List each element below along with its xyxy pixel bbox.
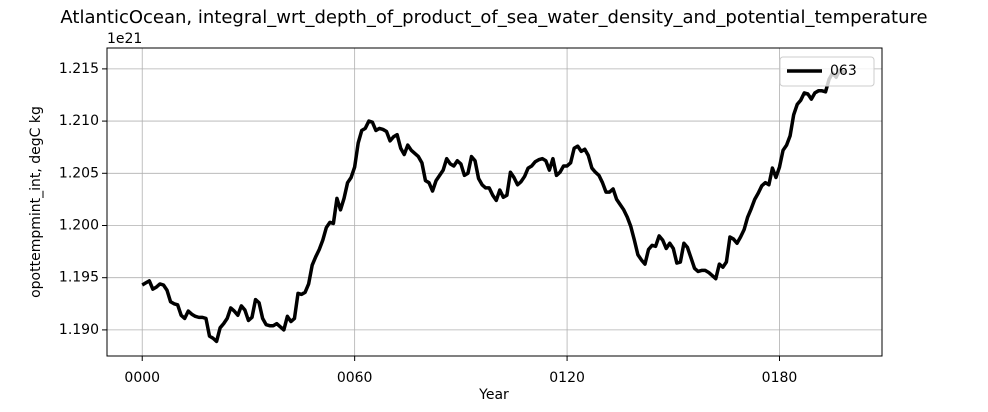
x-tick-label: 0060 <box>337 370 373 386</box>
y-tick-label: 1.190 <box>59 322 99 338</box>
chart-title: AtlanticOcean, integral_wrt_depth_of_pro… <box>60 7 927 28</box>
legend-box <box>779 56 875 87</box>
x-tick-label: 0180 <box>762 370 798 386</box>
y-tick-label: 1.210 <box>59 113 99 129</box>
y-tick-label: 1.205 <box>59 165 99 181</box>
plot-frame <box>106 47 883 357</box>
x-tick-label: 0120 <box>549 370 585 386</box>
y-axis-label: opottempmint_int, degC kg <box>28 106 44 298</box>
y-tick-label: 1.215 <box>59 61 99 77</box>
line-series <box>141 68 848 344</box>
y-tick-label: 1.195 <box>59 270 99 286</box>
legend-label: 063 <box>830 63 857 79</box>
y-offset-label: 1e21 <box>107 31 142 47</box>
x-axis-label: Year <box>478 387 509 403</box>
x-tick-label: 0000 <box>124 370 160 386</box>
y-tick-label: 1.200 <box>59 217 99 233</box>
